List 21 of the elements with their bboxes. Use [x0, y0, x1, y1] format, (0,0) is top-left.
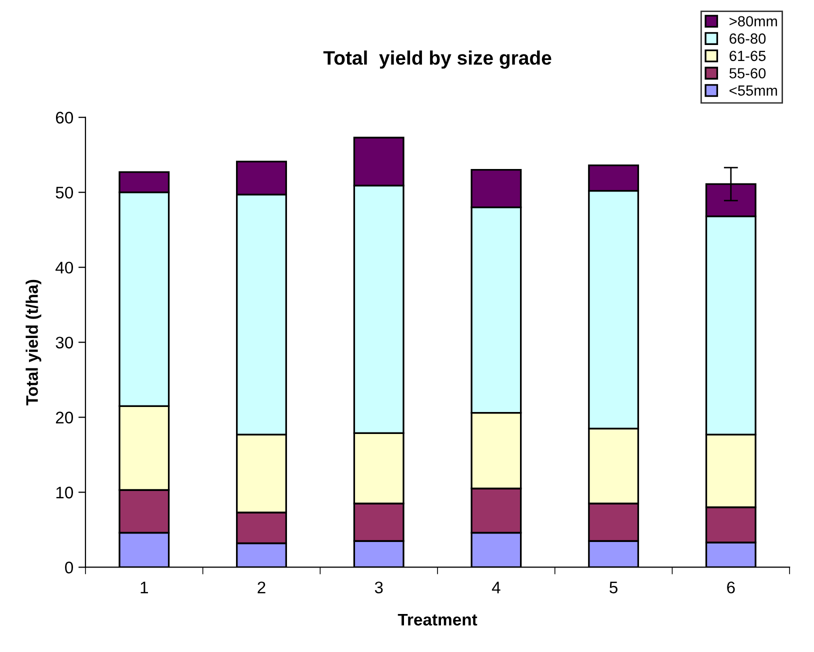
- chart-title: Total yield by size grade: [323, 50, 552, 69]
- y-tick-label: 40: [56, 262, 74, 274]
- y-axis-title: Total yield (t/ha): [26, 280, 42, 406]
- x-tick-label: 2: [258, 582, 266, 594]
- x-tick-label: 6: [727, 582, 735, 594]
- y-tick-label: 20: [56, 412, 74, 424]
- legend-label: 66-80: [730, 33, 766, 44]
- y-tick-label: 60: [56, 112, 74, 124]
- legend-label: <55mm: [730, 86, 777, 96]
- legend-label: >80mm: [730, 16, 777, 26]
- legend-label: 55-60: [729, 68, 766, 78]
- legend-label: 61-65: [730, 50, 766, 62]
- x-tick-label: 3: [374, 582, 383, 594]
- y-tick-label: 0: [65, 562, 74, 574]
- x-tick-label: 4: [492, 582, 500, 594]
- y-tick-label: 10: [56, 486, 74, 498]
- y-tick-label: 30: [56, 336, 74, 349]
- x-axis-title: Treatment: [398, 614, 478, 626]
- x-tick-label: 1: [140, 582, 148, 594]
- y-tick-label: 50: [56, 186, 74, 199]
- x-tick-label: 5: [610, 582, 618, 594]
